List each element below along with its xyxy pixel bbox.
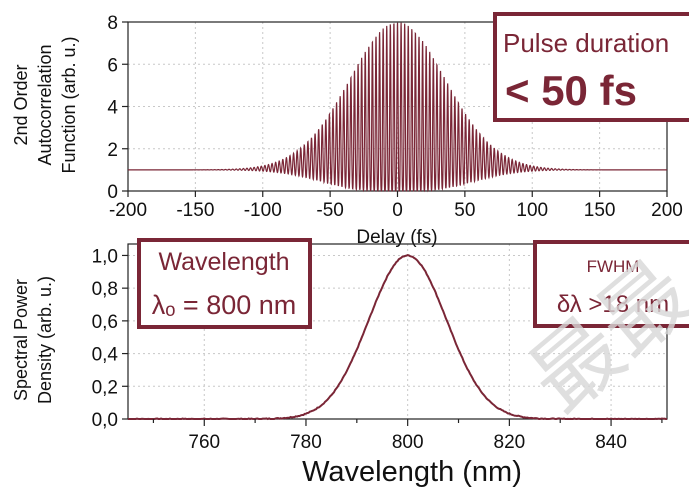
wavelength-box (137, 238, 312, 329)
top-y-tick-label: 6 (107, 55, 118, 76)
top-y-tick-label: 0 (107, 182, 118, 203)
top-x-tick-label: -100 (244, 200, 282, 221)
top-y-tick-label: 8 (107, 13, 118, 34)
bottom-y-tick-label: 1,0 (92, 246, 118, 267)
top-axis-ticks: -200 -150 -100 -50 0 50 100 150 200 0 2 4 6 8 (107, 13, 682, 221)
fwhm-value: δλ >18 nm (557, 291, 669, 318)
top-y-tick-label: 2 (107, 140, 118, 161)
bottom-y-tick-label: 0,0 (92, 410, 118, 431)
wavelength-value: λₒ = 800 nm (152, 290, 297, 320)
spectrum-trace (127, 253, 667, 421)
bottom-y-tick-label: 0,8 (92, 279, 118, 300)
bottom-axis-ticks: 760 780 800 820 840 0,0 0,2 0,4 0,6 0,8 1,0 (92, 246, 663, 453)
top-x-tick-label: 0 (392, 200, 403, 221)
top-x-tick-label: 200 (651, 200, 683, 221)
top-x-tick-label: 100 (516, 200, 548, 221)
pulse-duration-box (493, 12, 689, 122)
fwhm-box (533, 240, 689, 328)
top-x-tick-label: -200 (109, 200, 147, 221)
top-x-tick-label: -150 (176, 200, 214, 221)
bottom-x-tick-label: 800 (392, 432, 424, 453)
top-y-label-line-2: Autocorrelation (35, 44, 55, 165)
top-x-tick-label: 150 (584, 200, 616, 221)
autocorrelation-plot: -200 -150 -100 -50 0 50 100 150 200 0 2 4 6 8 2nd Ord… (11, 12, 689, 248)
bottom-x-tick-label: 780 (290, 432, 322, 453)
top-y-label-line-3: Function (arb. u.) (59, 36, 79, 173)
spectrum-plot: 760 780 800 820 840 0,0 0,2 0,4 0,6 0,8 1,0 Spectr… (11, 238, 689, 488)
bottom-y-tick-label: 0,4 (92, 345, 119, 366)
bottom-y-label-line-1: Spectral Power (11, 279, 31, 401)
bottom-plot-frame (127, 243, 668, 420)
top-y-tick-label: 4 (107, 98, 118, 119)
bottom-x-label: Wavelength (nm) (302, 456, 522, 488)
pulse-duration-title: Pulse duration (503, 28, 669, 58)
top-y-label-line-1: 2nd Order (11, 64, 31, 145)
bottom-x-tick-label: 840 (595, 432, 627, 453)
bottom-grid (128, 244, 667, 420)
bottom-x-tick-label: 820 (494, 432, 526, 453)
bottom-y-tick-label: 0,6 (92, 312, 118, 333)
bottom-x-tick-label: 760 (188, 432, 220, 453)
top-x-tick-label: 50 (454, 200, 475, 221)
wavelength-title: Wavelength (158, 248, 289, 276)
fwhm-title: FWHM (587, 257, 640, 276)
bottom-y-tick-label: 0,2 (92, 377, 118, 398)
bottom-y-label-line-2: Density (arb. u.) (35, 276, 55, 404)
pulse-duration-value: < 50 fs (505, 67, 637, 114)
top-x-label: Delay (fs) (356, 227, 437, 248)
top-x-tick-label: -50 (316, 200, 343, 221)
autocorrelation-trace (128, 22, 667, 193)
